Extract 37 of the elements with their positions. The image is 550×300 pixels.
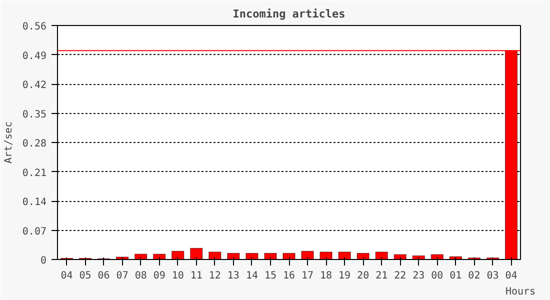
x-tick-label: 02	[468, 270, 480, 282]
x-tick-label: 04	[60, 270, 73, 282]
y-tick-label: 0.28	[22, 138, 47, 150]
y-axis-title: Art/sec	[3, 121, 14, 164]
x-tick-label: 06	[98, 270, 110, 282]
x-tick-label: 17	[302, 270, 314, 282]
x-tick-label: 20	[357, 270, 370, 282]
x-tick-label: 16	[282, 270, 296, 282]
y-tick-label: 0.56	[22, 22, 47, 32]
x-tick-label: 22	[394, 270, 406, 282]
chart-title: Incoming articles	[232, 8, 346, 20]
x-tick-label: 00	[431, 270, 444, 282]
x-tick-label: 23	[412, 270, 425, 282]
x-tick-label: 05	[79, 270, 92, 282]
x-tick-label: 09	[153, 270, 166, 282]
y-tick-label: 0.49	[22, 50, 47, 62]
x-tick-label: 18	[320, 270, 332, 282]
x-tick-label: 13	[227, 270, 240, 282]
y-tick-label: 0.21	[22, 168, 47, 179]
y-tick-label: 0.42	[22, 80, 47, 91]
x-tick-label: 07	[116, 270, 128, 282]
x-tick-label: 15	[264, 270, 277, 282]
y-tick-label: 0.07	[22, 226, 47, 238]
x-tick-label: 01	[450, 270, 462, 282]
x-tick-label: 03	[486, 270, 499, 282]
x-tick-label: 11	[190, 270, 202, 282]
y-tick-label: 0.35	[22, 109, 47, 120]
y-tick-label: 0	[40, 256, 47, 266]
x-tick-label: 19	[338, 270, 351, 282]
x-tick-label: 21	[376, 270, 388, 282]
x-tick-label: 12	[208, 270, 221, 282]
x-tick-label: 14	[246, 270, 258, 282]
x-tick-label: 08	[134, 270, 147, 282]
x-tick-label: 10	[172, 270, 184, 282]
y-tick-label: 0.14	[22, 197, 47, 208]
x-tick-label: 04	[505, 270, 518, 282]
x-axis-title: Hours	[505, 286, 536, 298]
